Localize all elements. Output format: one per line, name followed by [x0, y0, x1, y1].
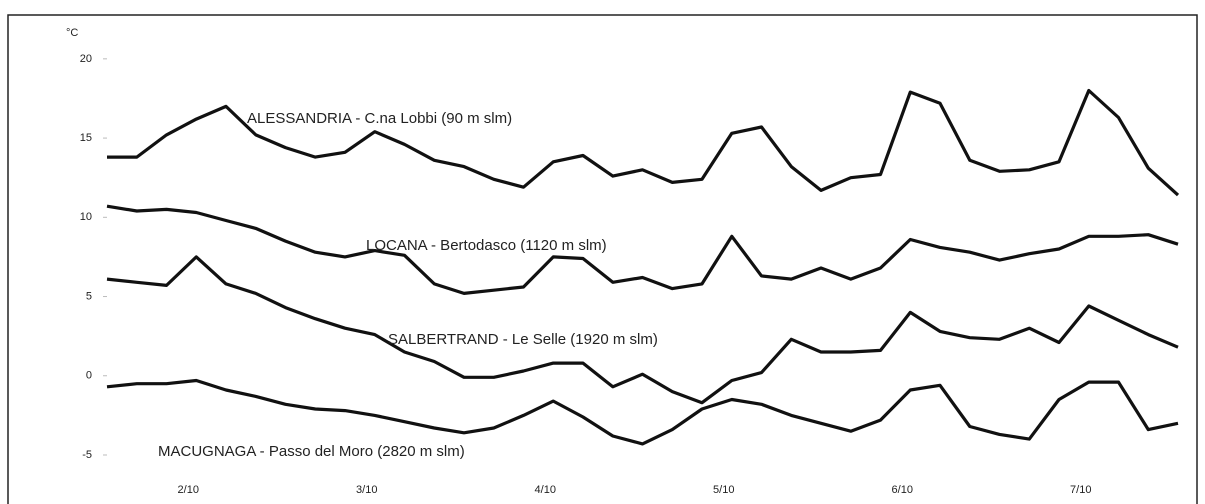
y-tick-label: 20: [80, 53, 92, 65]
series-line: [107, 88, 1180, 197]
y-tick-label: 5: [86, 290, 92, 302]
y-tick-label: 10: [80, 211, 92, 223]
y-tick-label: -5: [82, 449, 92, 461]
x-tick-label: 5/10: [713, 484, 734, 496]
series-label: SALBERTRAND - Le Selle (1920 m slm): [388, 331, 658, 348]
frame: [7, 14, 1198, 504]
x-tick-label: 3/10: [356, 484, 377, 496]
x-tick-label: 4/10: [535, 484, 556, 496]
y-axis-label: °C: [66, 27, 78, 39]
x-tick-label: 6/10: [892, 484, 913, 496]
series-line: [106, 255, 1179, 405]
series-label: LOCANA - Bertodasco (1120 m slm): [366, 237, 607, 254]
series-label: MACUGNAGA - Passo del Moro (2820 m slm): [158, 443, 465, 460]
series-label: ALESSANDRIA - C.na Lobbi (90 m slm): [247, 110, 512, 127]
series-line: [106, 204, 1179, 295]
series-line: [106, 378, 1179, 446]
x-tick-label: 7/10: [1070, 484, 1091, 496]
x-tick-label: 2/10: [178, 484, 199, 496]
y-tick-label: 0: [86, 370, 92, 382]
y-tick-label: 15: [80, 132, 92, 144]
